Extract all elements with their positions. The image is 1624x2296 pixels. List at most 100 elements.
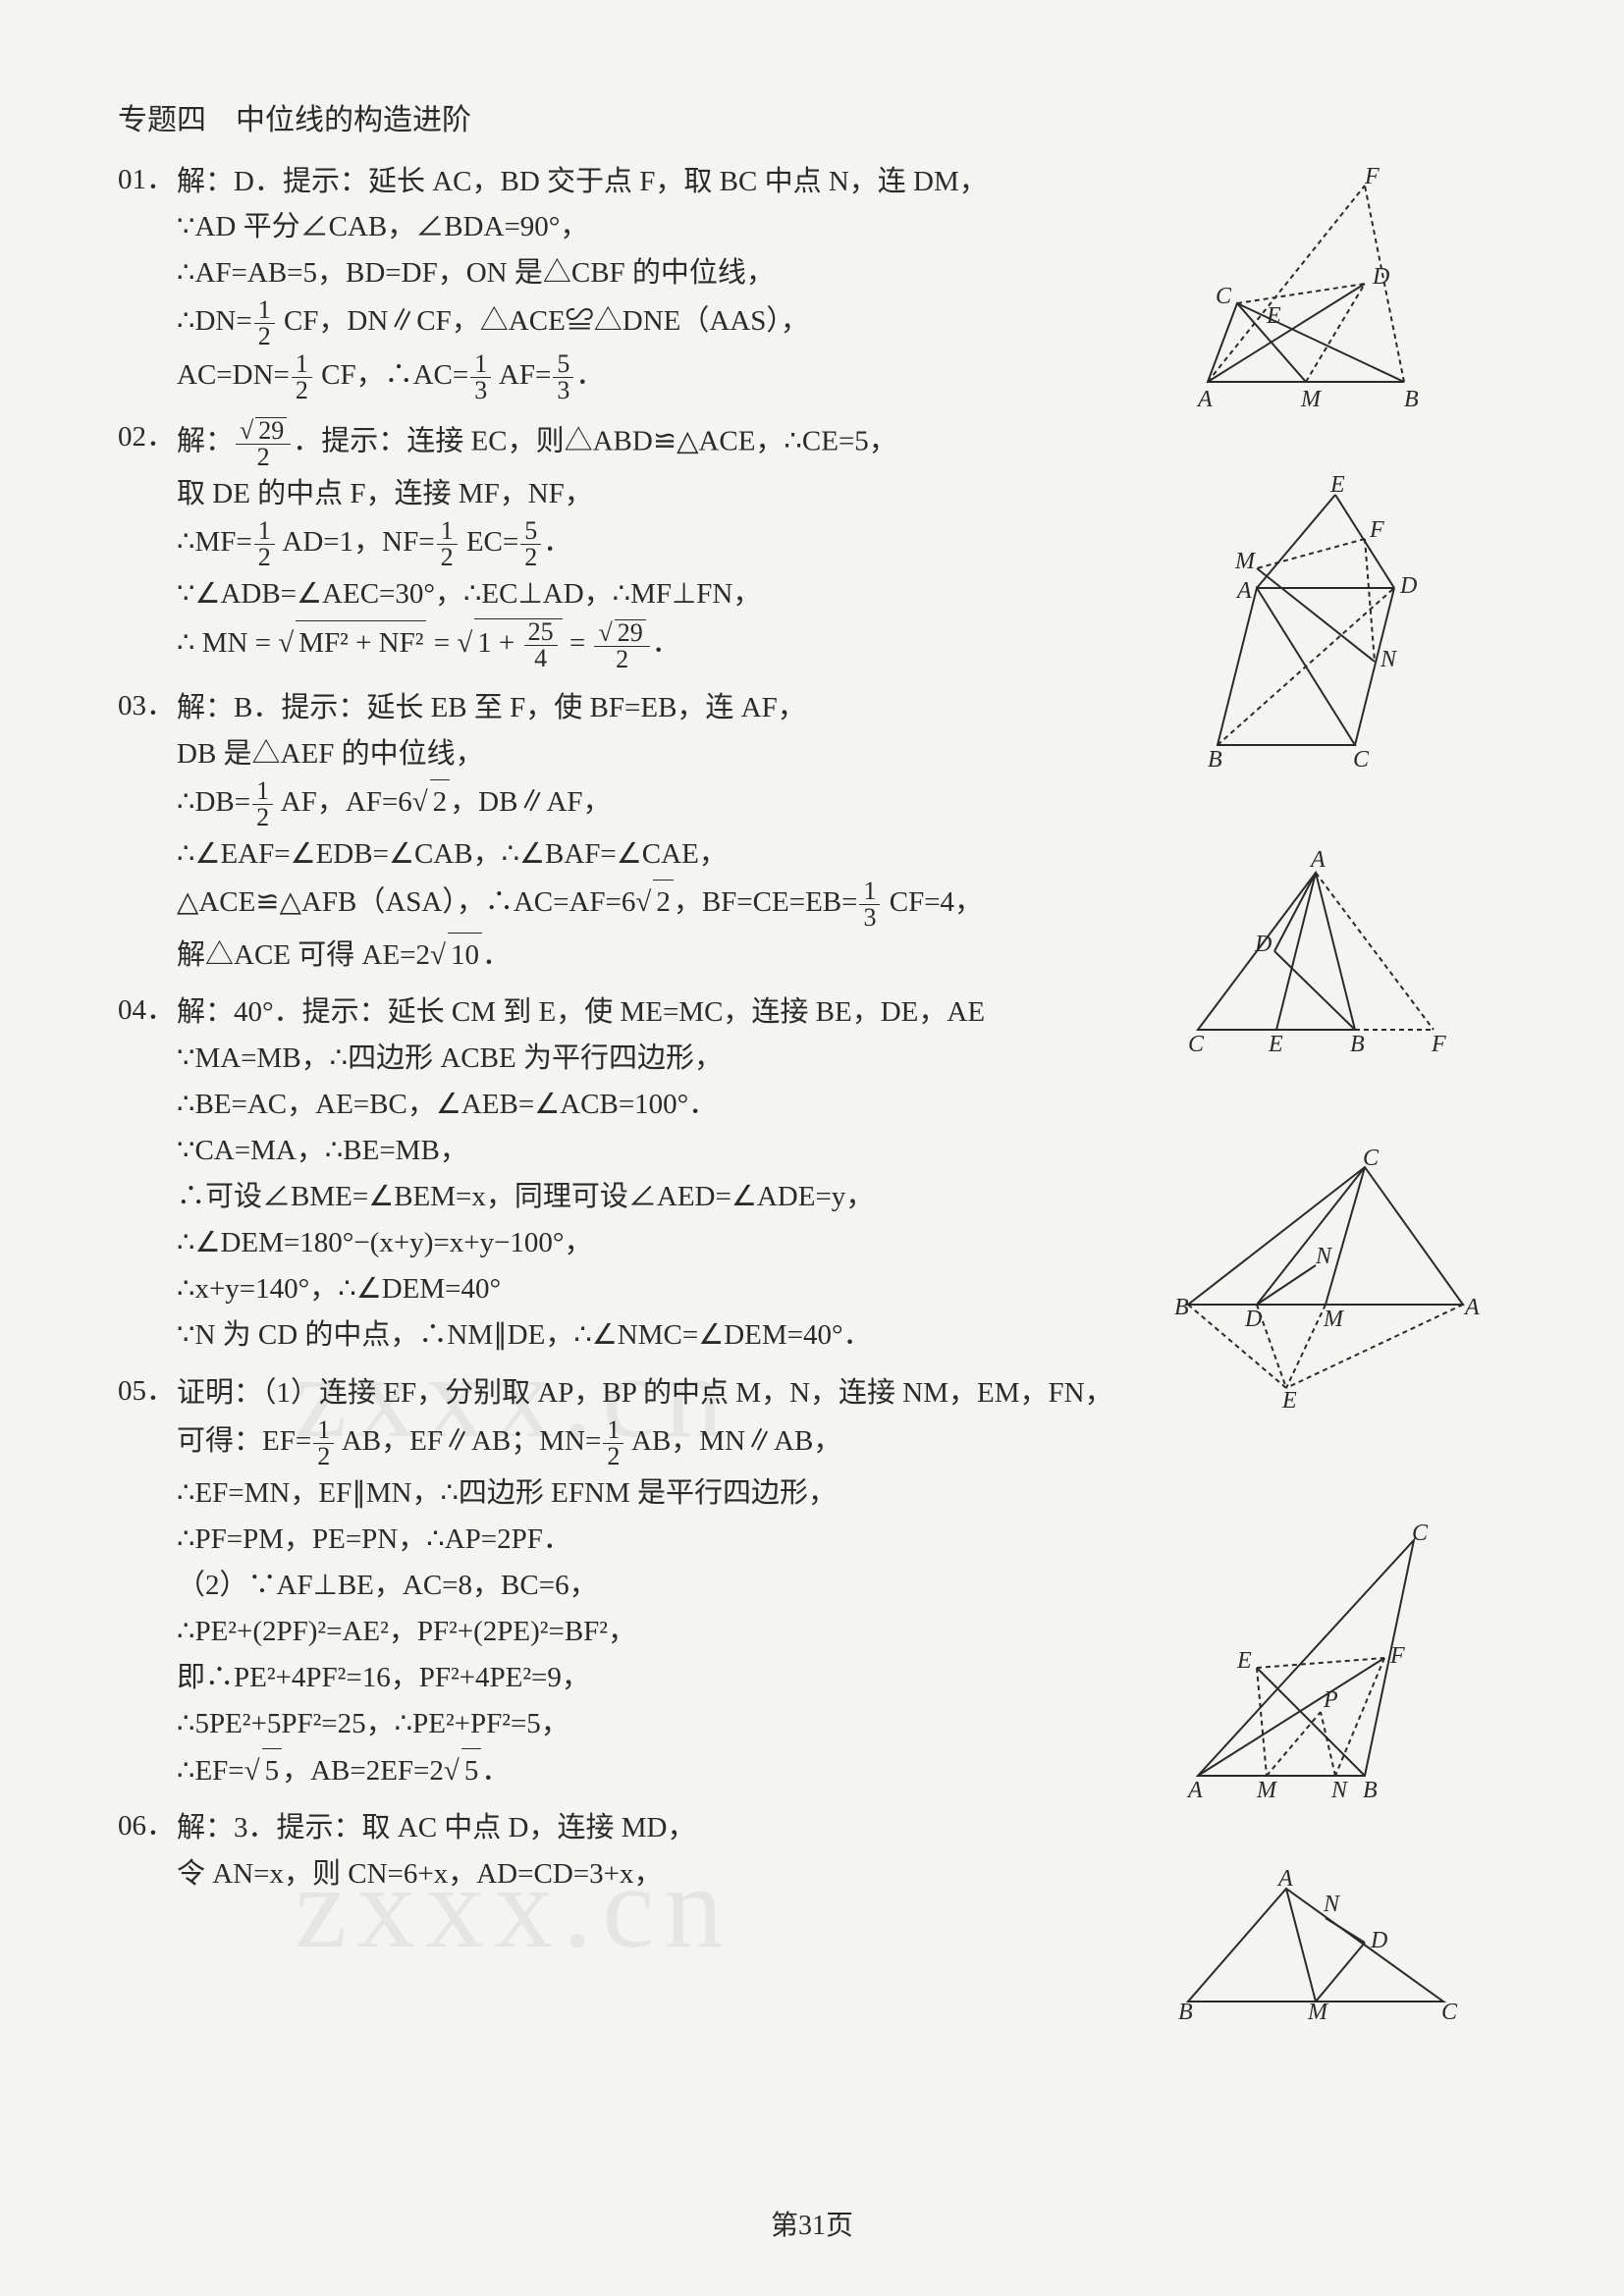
fig-label: F bbox=[1389, 1643, 1405, 1669]
fraction: 12 bbox=[603, 1417, 623, 1469]
fraction: 13 bbox=[470, 351, 491, 403]
text-line: ∴EF=MN，EF∥MN，∴四边形 EFNM 是平行四边形， bbox=[177, 1471, 1119, 1516]
text-line: ∴PE²+(2PF)²=AE²，PF²+(2PE)²=BF²， bbox=[177, 1610, 1119, 1654]
fig-label: A bbox=[1309, 847, 1326, 873]
radicand: 1 + 254 bbox=[474, 618, 562, 671]
text-part: ∴ MN = bbox=[177, 627, 278, 659]
text-part: ．提示：连接 EC，则△ABD≌△ACE，∴CE=5， bbox=[293, 426, 897, 457]
fig-label: D bbox=[1372, 264, 1389, 290]
problem-06: 06． 解：3．提示：取 AC 中点 D，连接 MD， 令 AN=x，则 CN=… bbox=[118, 1804, 1119, 1898]
radicand: MF² + NF² bbox=[296, 620, 426, 666]
text-line: ∴可设∠BME=∠BEM=x，同理可设∠AED=∠ADE=y， bbox=[177, 1175, 1119, 1219]
fig-label: D bbox=[1244, 1307, 1262, 1332]
fig-label: N bbox=[1330, 1778, 1349, 1803]
text-part: = bbox=[426, 627, 457, 659]
text-line: 解：40°．提示：延长 CM 到 E，使 ME=MC，连接 BE，DE，AE bbox=[177, 990, 1119, 1035]
text-line: ∵CA=MA，∴BE=MB， bbox=[177, 1129, 1119, 1173]
text-line: ∴x+y=140°，∴∠DEM=40° bbox=[177, 1267, 1119, 1311]
fig-label: M bbox=[1300, 387, 1323, 412]
text-line: ∴DN=12 CF，DN∥CF，△ACE≌△DNE（AAS）， bbox=[177, 297, 1119, 349]
text-line: ∵N 为 CD 的中点，∴NM∥DE，∴∠NMC=∠DEM=40°． bbox=[177, 1313, 1119, 1358]
fig-label: C bbox=[1216, 284, 1232, 309]
figure-4: A B C D E M N bbox=[1168, 1148, 1473, 1413]
problem-01: 01． 解：D．提示：延长 AC，BD 交于点 F，取 BC 中点 N，连 DM… bbox=[118, 158, 1119, 406]
problem-number: 02． bbox=[118, 415, 177, 673]
text-line: ∴∠EAF=∠EDB=∠CAB，∴∠BAF=∠CAE， bbox=[177, 832, 1119, 877]
text-line: 解△ACE 可得 AE=210． bbox=[177, 933, 1119, 978]
problem-body: 解：D．提示：延长 AC，BD 交于点 F，取 BC 中点 N，连 DM， ∵A… bbox=[177, 158, 1119, 406]
text-line: ∵MA=MB，∴四边形 ACBE 为平行四边形， bbox=[177, 1037, 1119, 1081]
text-line: 解：B．提示：延长 EB 至 F，使 BF=EB，连 AF， bbox=[177, 686, 1119, 730]
problem-body: 解： 292 ．提示：连接 EC，则△ABD≌△ACE，∴CE=5， 取 DE 的中… bbox=[177, 415, 1119, 673]
text-line: ∴∠DEM=180°−(x+y)=x+y−100°， bbox=[177, 1221, 1119, 1265]
fraction: 12 bbox=[252, 778, 273, 830]
fig-label: E bbox=[1266, 303, 1281, 329]
text-part: AF= bbox=[493, 359, 551, 391]
text-part: AB，MN∥AB， bbox=[625, 1425, 841, 1457]
fig-label: B bbox=[1404, 387, 1419, 412]
fig-label: E bbox=[1236, 1648, 1252, 1674]
text-part: 解： bbox=[177, 426, 234, 457]
problem-body: 解：40°．提示：延长 CM 到 E，使 ME=MC，连接 BE，DE，AE ∵… bbox=[177, 988, 1119, 1360]
fig-label: B bbox=[1208, 747, 1222, 773]
fig-label: F bbox=[1431, 1032, 1446, 1057]
fraction: 12 bbox=[254, 297, 275, 349]
fig-label: A bbox=[1235, 578, 1252, 604]
problem-number: 04． bbox=[118, 988, 177, 1360]
problem-number: 05． bbox=[118, 1369, 177, 1795]
fraction: 292 bbox=[594, 619, 649, 672]
text-part: 可得：EF= bbox=[177, 1425, 311, 1457]
fig-label: N bbox=[1315, 1244, 1333, 1269]
text-part: CF，∴AC= bbox=[314, 359, 468, 391]
text-part: ． bbox=[575, 359, 604, 391]
problem-body: 解：B．提示：延长 EB 至 F，使 BF=EB，连 AF， DB 是△AEF … bbox=[177, 684, 1119, 980]
text-part: ，AB=2EF=2 bbox=[282, 1755, 444, 1787]
fig-label: M bbox=[1256, 1778, 1278, 1803]
text-part: CF，DN∥CF，△ACE≌△DNE（AAS）， bbox=[277, 305, 809, 337]
fig-label: C bbox=[1188, 1032, 1205, 1057]
fig-label: E bbox=[1268, 1032, 1283, 1057]
problem-number: 03． bbox=[118, 684, 177, 980]
text-part: = bbox=[563, 627, 593, 659]
page-title: 专题四 中位线的构造进阶 bbox=[118, 98, 1506, 144]
fig-label: M bbox=[1234, 549, 1257, 574]
problem-number: 06． bbox=[118, 1804, 177, 1898]
problem-02: 02． 解： 292 ．提示：连接 EC，则△ABD≌△ACE，∴CE=5， 取 D… bbox=[118, 415, 1119, 673]
text-part: ． bbox=[652, 627, 680, 659]
fig-label: C bbox=[1353, 747, 1370, 773]
fig-label: B bbox=[1178, 2000, 1193, 2021]
fig-label: C bbox=[1363, 1148, 1380, 1171]
text-line: 取 DE 的中点 F，连接 MF，NF， bbox=[177, 472, 1119, 516]
fig-label: A bbox=[1196, 387, 1213, 412]
text-line: 即∴PE²+4PF²=16，PF²+4PE²=9， bbox=[177, 1656, 1119, 1700]
text-part: 解△ACE 可得 AE=2 bbox=[177, 939, 430, 971]
text-part: ，DB∥AF， bbox=[450, 786, 611, 818]
text-line: ∴DB=12 AF，AF=62，DB∥AF， bbox=[177, 778, 1119, 830]
problem-03: 03． 解：B．提示：延长 EB 至 F，使 BF=EB，连 AF， DB 是△… bbox=[118, 684, 1119, 980]
problem-05: 05． 证明：（1）连接 EF，分别取 AP，BP 的中点 M，N，连接 NM，… bbox=[118, 1369, 1119, 1795]
fraction: 12 bbox=[437, 518, 458, 570]
text-line: （2）∵AF⊥BE，AC=8，BC=6， bbox=[177, 1564, 1119, 1608]
text-line: 解：D．提示：延长 AC，BD 交于点 F，取 BC 中点 N，连 DM， bbox=[177, 160, 1119, 204]
text-line: ∴ MN = MF² + NF² = 1 + 254 = 292． bbox=[177, 618, 1119, 672]
text-part: ∴EF= bbox=[177, 1755, 244, 1787]
fig-label: B bbox=[1174, 1295, 1189, 1320]
text-line: ∴AF=AB=5，BD=DF，ON 是△CBF 的中位线， bbox=[177, 251, 1119, 295]
text-line: ∴5PE²+5PF²=25，∴PE²+PF²=5， bbox=[177, 1702, 1119, 1746]
text-part: AB，EF∥AB；MN= bbox=[336, 1425, 601, 1457]
content-wrap: 01． 解：D．提示：延长 AC，BD 交于点 F，取 BC 中点 N，连 DM… bbox=[118, 158, 1506, 2051]
figure-1: A B C D E F M bbox=[1168, 166, 1473, 421]
text-part: 1 + bbox=[477, 627, 521, 659]
fig-label: C bbox=[1441, 2000, 1458, 2021]
text-line: ∴MF=12 AD=1，NF=12 EC=52． bbox=[177, 518, 1119, 570]
right-column: A B C D E F M A B C D E F M N bbox=[1129, 158, 1483, 2051]
text-line: 证明：（1）连接 EF，分别取 AP，BP 的中点 M，N，连接 NM，EM，F… bbox=[177, 1371, 1119, 1415]
fig-label: A bbox=[1463, 1295, 1480, 1320]
fig-label: B bbox=[1350, 1032, 1365, 1057]
text-line: DB 是△AEF 的中位线， bbox=[177, 732, 1119, 776]
fraction: 13 bbox=[859, 879, 880, 931]
text-part: AC=DN= bbox=[177, 359, 290, 391]
fig-label: N bbox=[1323, 1892, 1341, 1917]
fraction: 254 bbox=[524, 619, 558, 671]
problem-04: 04． 解：40°．提示：延长 CM 到 E，使 ME=MC，连接 BE，DE，… bbox=[118, 988, 1119, 1360]
